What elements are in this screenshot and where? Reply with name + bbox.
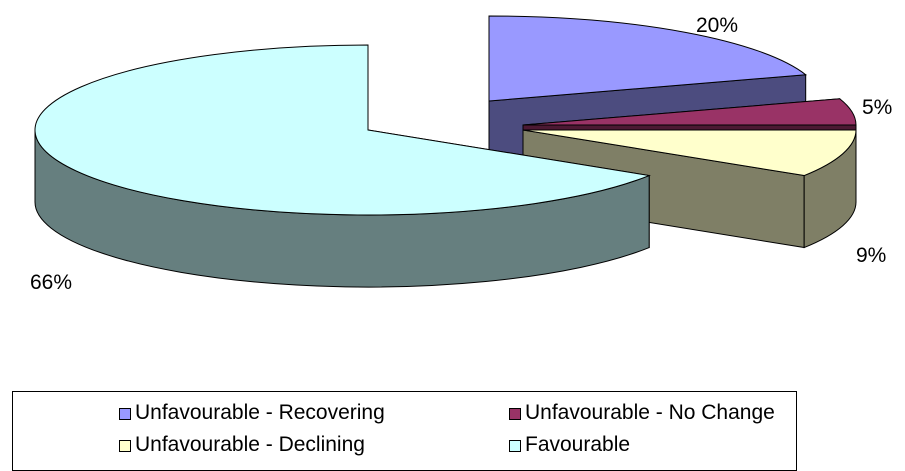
pie-slices xyxy=(34,15,857,288)
pie-slice-no-change xyxy=(522,98,857,126)
legend-item-declining: Unfavourable - Declining xyxy=(119,433,365,457)
legend-item-favourable: Favourable xyxy=(509,433,630,457)
pie-slice-favourable xyxy=(34,44,652,216)
legend-swatch-declining xyxy=(119,440,131,452)
legend-swatch-no-change xyxy=(509,408,521,420)
data-label-declining: 9% xyxy=(856,244,886,267)
legend-item-recovering: Unfavourable - Recovering xyxy=(119,401,385,425)
data-label-no-change: 5% xyxy=(862,96,892,119)
data-label-recovering: 20% xyxy=(696,14,738,37)
data-labels: 20% 5% 9% 66% xyxy=(30,14,892,294)
legend-item-no-change: Unfavourable - No Change xyxy=(509,401,775,425)
pie-chart: 20% 5% 9% 66% xyxy=(30,14,892,294)
pie-slice-declining xyxy=(522,129,857,177)
legend-swatch-recovering xyxy=(119,408,131,420)
pie-slice-recovering xyxy=(488,15,808,102)
legend-label-no-change: Unfavourable - No Change xyxy=(525,401,775,424)
legend-swatch-favourable xyxy=(509,440,521,452)
data-label-favourable: 66% xyxy=(30,271,72,294)
legend-label-declining: Unfavourable - Declining xyxy=(135,433,365,456)
legend-label-recovering: Unfavourable - Recovering xyxy=(135,401,385,424)
legend-label-favourable: Favourable xyxy=(525,433,631,456)
chart-legend: Unfavourable - Recovering Unfavourable -… xyxy=(12,391,797,471)
